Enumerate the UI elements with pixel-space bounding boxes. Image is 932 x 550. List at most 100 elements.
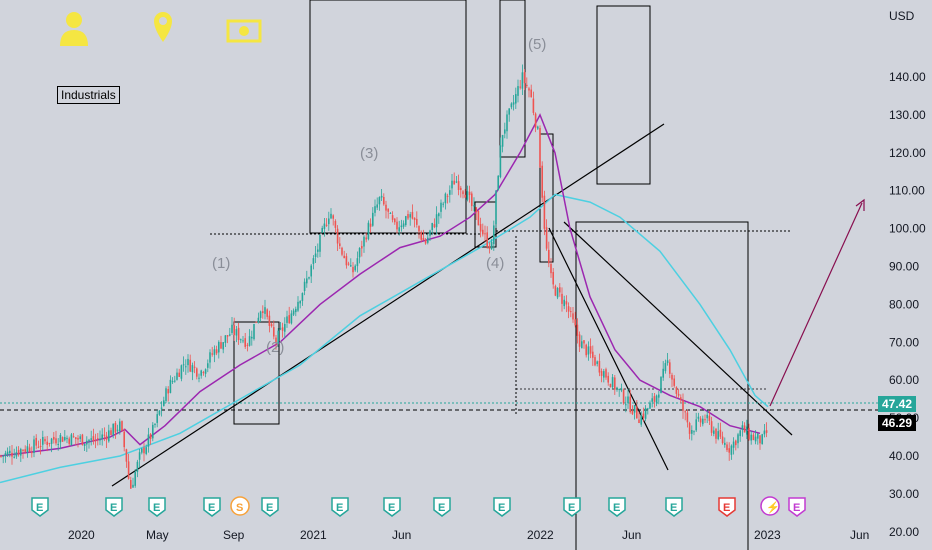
wave-label: (4) xyxy=(486,255,504,272)
candle-body xyxy=(422,237,425,241)
y-tick-label: 130.00 xyxy=(889,108,926,122)
candle xyxy=(519,79,521,90)
candle-body xyxy=(68,438,70,444)
candle xyxy=(325,218,328,227)
candle-body xyxy=(418,226,420,232)
candle-body xyxy=(112,423,114,436)
candle-body xyxy=(61,437,64,442)
candle xyxy=(614,375,616,395)
candle-body xyxy=(361,246,363,249)
candle-body xyxy=(2,455,4,457)
event-marker: ⚡ xyxy=(760,496,780,516)
candle xyxy=(37,440,40,449)
candle-body xyxy=(704,419,706,421)
drawings xyxy=(0,0,880,550)
candle xyxy=(68,436,70,447)
event-letter: S xyxy=(236,502,243,514)
candle-body xyxy=(253,324,255,340)
candle-body xyxy=(695,419,697,431)
candle-body xyxy=(110,430,112,436)
candle xyxy=(321,225,323,234)
candle xyxy=(187,354,189,373)
event-badge xyxy=(261,497,279,517)
candle xyxy=(517,79,519,103)
candle xyxy=(675,386,678,398)
candle xyxy=(693,430,695,436)
candle-body xyxy=(620,388,623,391)
candle xyxy=(765,422,768,438)
candle xyxy=(268,310,271,333)
candle xyxy=(587,341,590,361)
candle-body xyxy=(611,377,614,388)
candle xyxy=(651,393,653,408)
candle-body xyxy=(248,336,251,346)
event-marker: S xyxy=(230,496,250,516)
candle-body xyxy=(627,396,629,404)
candle-body xyxy=(237,327,240,340)
event-circle xyxy=(760,496,780,516)
candle-body xyxy=(660,376,662,394)
candle-body xyxy=(378,197,381,205)
candle-body xyxy=(299,300,301,304)
candle-body xyxy=(55,438,57,444)
candle xyxy=(710,416,713,436)
event-letter: E xyxy=(670,502,677,514)
last-price-tag: 47.42 xyxy=(878,396,917,412)
candle-body xyxy=(97,438,99,440)
candle-body xyxy=(556,287,559,298)
candle xyxy=(330,208,332,220)
candle xyxy=(398,220,400,236)
candle xyxy=(750,430,752,445)
candle xyxy=(156,409,158,428)
candle xyxy=(600,368,603,383)
candle-body xyxy=(691,430,693,434)
candle xyxy=(2,455,4,464)
candle-body xyxy=(486,232,488,247)
candle-body xyxy=(246,344,249,346)
candle xyxy=(288,306,290,324)
candle xyxy=(103,427,106,442)
candle xyxy=(475,207,477,220)
candle-body xyxy=(136,461,139,472)
candle-body xyxy=(603,371,605,378)
candle xyxy=(460,185,462,198)
candle xyxy=(213,345,216,363)
sma-slow-line xyxy=(0,193,769,484)
event-letter: E xyxy=(336,502,343,514)
candle-body xyxy=(750,434,752,441)
candle xyxy=(627,388,629,409)
candle-body xyxy=(479,224,482,232)
candle-body xyxy=(680,397,682,400)
candle-body xyxy=(429,230,431,236)
candle-body xyxy=(589,346,592,354)
candle-body xyxy=(468,191,471,196)
candle-body xyxy=(240,339,242,341)
candle-body xyxy=(156,414,158,423)
candle-body xyxy=(640,415,642,425)
x-tick-label: May xyxy=(146,528,169,542)
candle xyxy=(20,447,22,462)
candle-body xyxy=(279,328,282,330)
y-tick-label: 40.00 xyxy=(889,449,919,463)
candle-body xyxy=(339,243,341,247)
event-badge xyxy=(608,497,626,517)
candle xyxy=(141,447,143,455)
event-badge xyxy=(493,497,511,517)
candle-body xyxy=(101,434,103,440)
candle xyxy=(554,284,557,297)
x-tick-label: Jun xyxy=(392,528,411,542)
candle-body xyxy=(677,393,680,396)
candle xyxy=(746,419,748,440)
candle xyxy=(110,427,112,436)
candle-body xyxy=(391,215,394,220)
candle xyxy=(0,454,2,458)
candle xyxy=(167,386,169,402)
candle xyxy=(655,394,658,407)
x-tick-label: Jun xyxy=(622,528,641,542)
candle xyxy=(127,453,130,480)
candle-body xyxy=(226,335,229,337)
candle-body xyxy=(482,229,484,235)
candle-body xyxy=(534,113,537,128)
candle xyxy=(297,296,299,313)
